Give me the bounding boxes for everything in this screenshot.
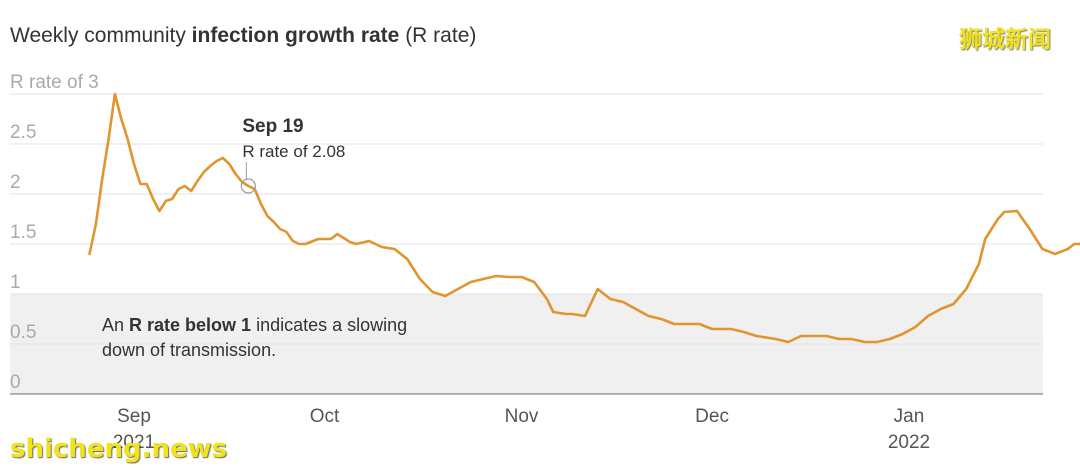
x-tick-label: Dec — [695, 406, 729, 427]
note-text-mid: indicates a slowing — [251, 315, 407, 335]
y-tick-label: 0.5 — [10, 322, 36, 343]
x-axis-ticks: Sep 2021 Oct Nov Dec Jan 2022 — [113, 406, 930, 453]
title-part-3: (R rate) — [399, 24, 477, 47]
note-text-bold: R rate below 1 — [129, 315, 251, 335]
watermark-top-right: 狮城新闻 — [959, 27, 1051, 53]
y-tick-label: 2 — [10, 172, 21, 193]
y-axis-ticks: R rate of 3 2.5 2 1.5 1 0.5 0 — [10, 72, 99, 393]
chart-title: Weekly community infection growth rate (… — [10, 24, 476, 48]
x-tick-label: Jan — [894, 406, 925, 427]
x-tick-label: Oct — [310, 406, 340, 427]
series-line — [88, 92, 1080, 344]
note-text-pre: An — [102, 315, 129, 335]
callout-marker — [240, 178, 256, 194]
y-tick-label: 1.5 — [10, 222, 36, 243]
x-tick-sublabel: 2021 — [113, 432, 155, 453]
title-part-1: Weekly community — [10, 24, 192, 47]
y-tick-label: R rate of 3 — [10, 72, 99, 93]
below-one-note-line1: An R rate below 1 indicates a slowing — [102, 315, 407, 335]
watermark-bottom-left: shicheng.news — [10, 434, 228, 464]
y-tick-label: 1 — [10, 272, 21, 293]
y-tick-label: 0 — [10, 372, 21, 393]
title-part-2: infection growth rate — [191, 24, 400, 47]
below-one-note-line2: down of transmission. — [102, 340, 276, 360]
x-tick-sublabel: 2022 — [888, 432, 930, 453]
callout-title: Sep 19 — [242, 116, 303, 137]
x-tick-label: Sep — [117, 406, 151, 427]
callout-text: R rate of 2.08 — [242, 142, 345, 161]
x-tick-label: Nov — [505, 406, 539, 427]
grid-lines — [10, 93, 1043, 395]
y-tick-label: 2.5 — [10, 122, 36, 143]
